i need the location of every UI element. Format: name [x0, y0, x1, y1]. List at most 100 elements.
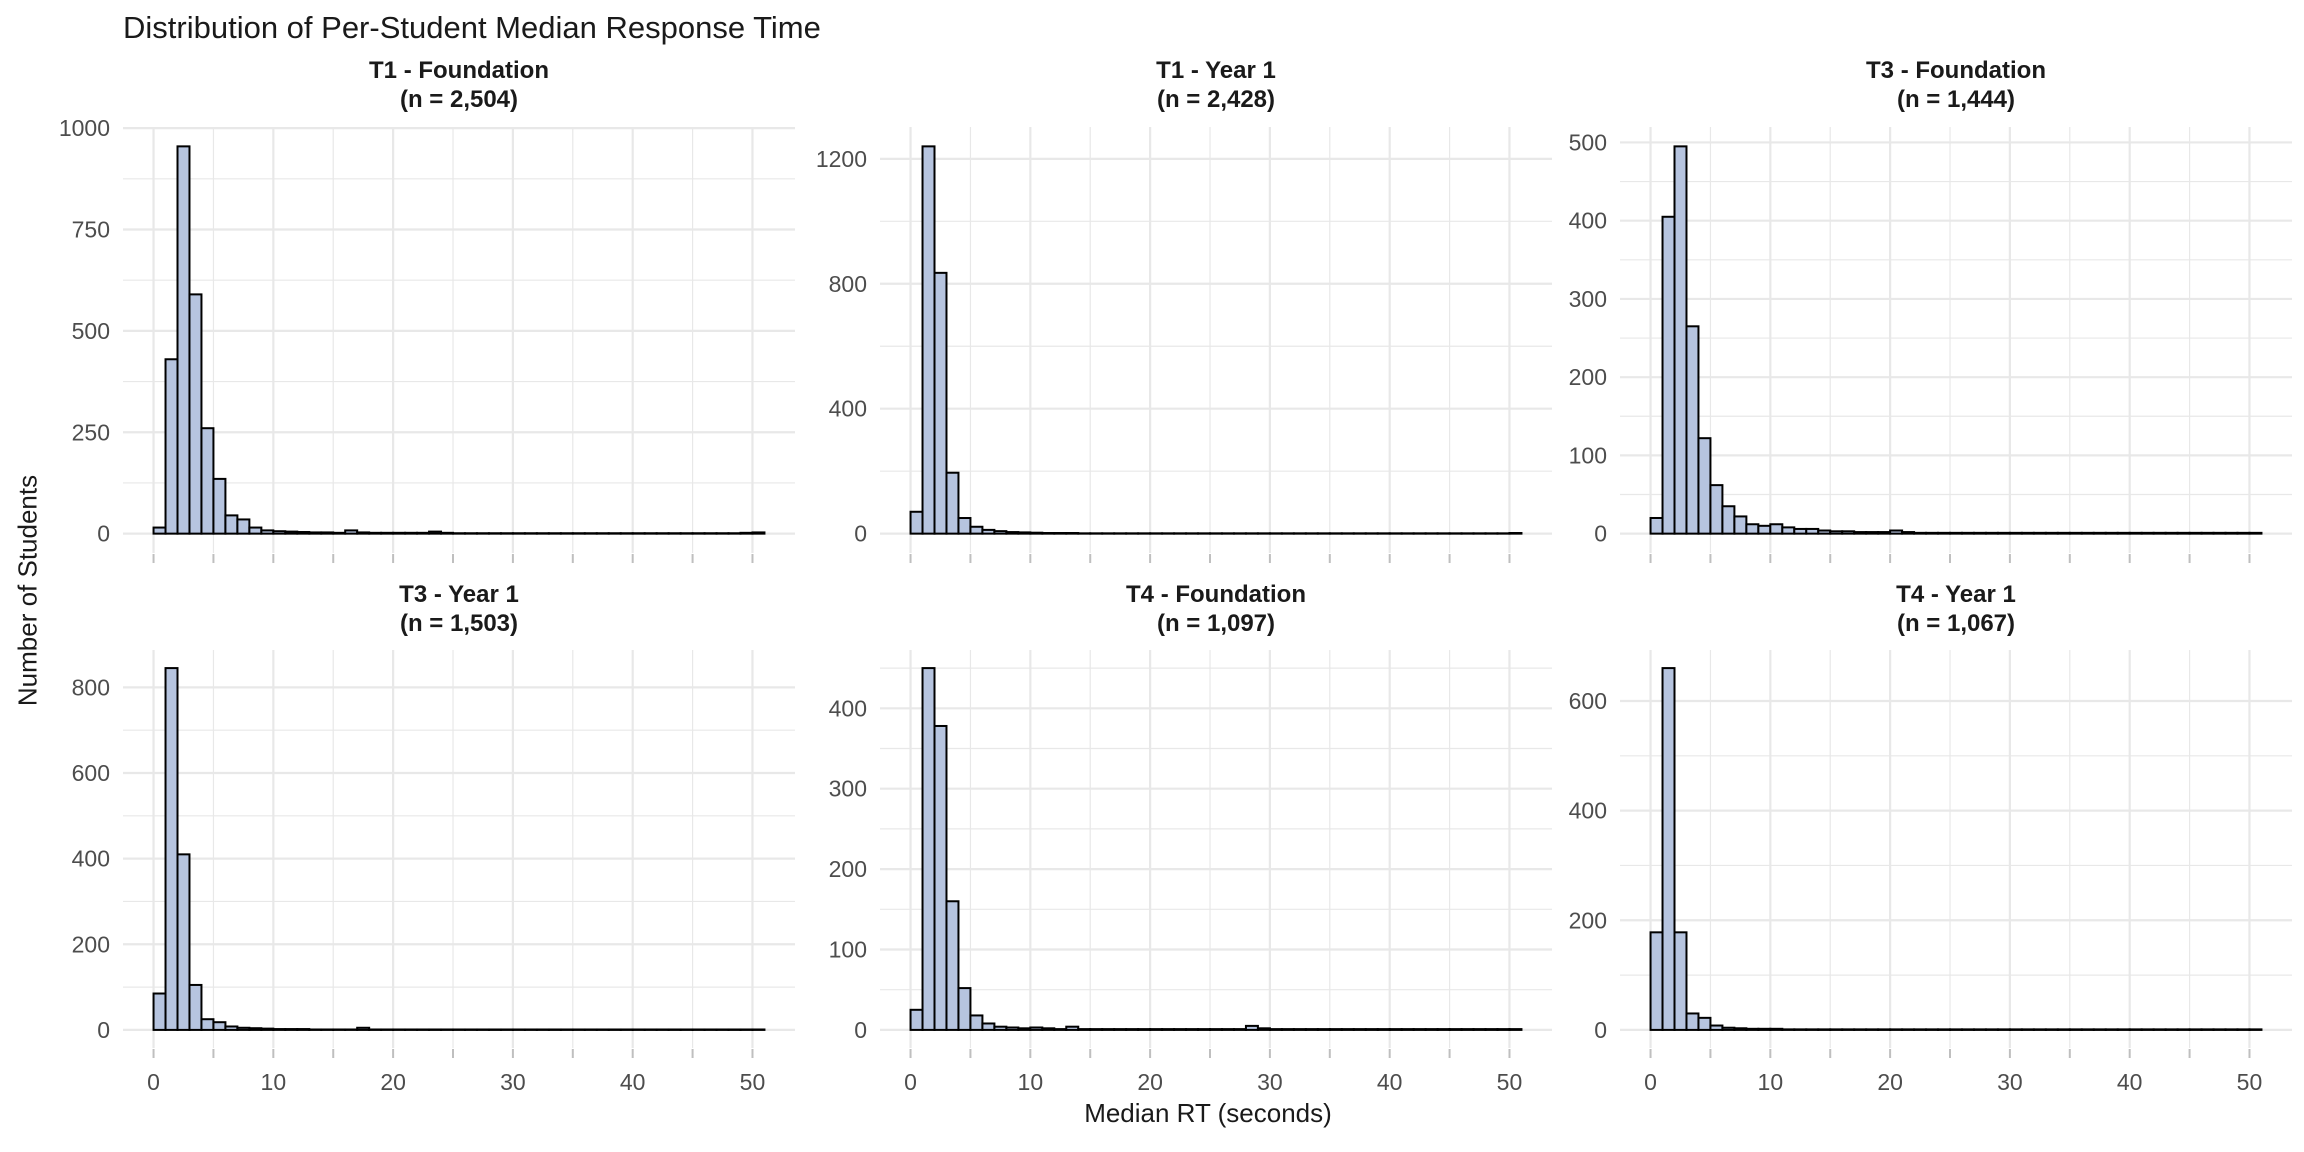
facet-title-line1: T3 - Year 1	[399, 581, 519, 608]
histogram-bar	[1673, 931, 1688, 1031]
histogram-bar	[1125, 1028, 1140, 1031]
histogram-bar	[176, 145, 191, 535]
histogram-bar	[428, 530, 443, 535]
histogram-bar	[1316, 1028, 1331, 1031]
histogram-bar	[284, 530, 299, 535]
histogram-bar	[1829, 530, 1844, 535]
y-tick-label: 1000	[59, 115, 110, 141]
facet-title-line1: T3 - Foundation	[1866, 57, 2046, 84]
histogram-bar	[236, 518, 251, 535]
histogram-bar	[2056, 1028, 2071, 1031]
histogram-bar	[1673, 145, 1688, 535]
histogram-bar	[1065, 532, 1080, 535]
histogram-bar	[1841, 1028, 1856, 1031]
histogram-bar	[2092, 1028, 2107, 1031]
facet-panel-t1-year1: 0 400 800 1200	[816, 127, 1552, 563]
histogram-bar	[224, 1025, 239, 1031]
histogram-bar	[2176, 1028, 2191, 1031]
y-tick-label: 800	[829, 271, 867, 297]
histogram-bar	[356, 531, 371, 535]
facet-title-t1-foundation: T1 - Foundation (n = 2,504)	[123, 56, 795, 114]
histogram-bar	[2008, 1028, 2023, 1031]
histogram-bar	[1352, 1028, 1367, 1031]
histogram-bar	[1925, 531, 1940, 535]
histogram-bar	[1877, 1028, 1892, 1031]
histogram-bar	[1268, 1028, 1283, 1031]
facet-panel-t4-foundation: 0 100 200 300 400 0 10 20 30 40 50	[829, 650, 1552, 1095]
y-tick-label: 800	[72, 674, 110, 700]
x-tick-label: 40	[2117, 1069, 2143, 1095]
histogram-bar	[1937, 1028, 1952, 1031]
x-tick-label: 0	[1644, 1069, 1657, 1095]
histogram-bar	[200, 1018, 215, 1031]
histogram-bar	[1685, 325, 1700, 535]
facet-panel-t3-foundation: 0 100 200 300 400 500	[1569, 127, 2292, 563]
histogram-bar	[1149, 1028, 1164, 1031]
histogram-bar	[1745, 1027, 1760, 1031]
histogram-bar	[2044, 1028, 2059, 1031]
histogram-bar	[212, 1021, 227, 1031]
y-tick-label: 500	[1569, 129, 1607, 155]
histogram-bar	[957, 517, 972, 535]
histogram-bar	[1960, 531, 1975, 535]
histogram-bar	[933, 271, 948, 535]
facet-subtitle-line2: (n = 1,503)	[399, 610, 519, 637]
histogram-bar	[1661, 215, 1676, 535]
histogram-bar	[2188, 1028, 2203, 1031]
histogram-bar	[993, 1025, 1008, 1031]
histogram-bar	[1364, 1028, 1379, 1031]
y-tick-label: 200	[1569, 364, 1607, 390]
histogram-bar	[1400, 1028, 1415, 1031]
histogram-bar	[188, 293, 203, 535]
x-tick-label: 20	[1137, 1069, 1163, 1095]
histogram-bar	[176, 853, 191, 1031]
histogram-bar	[1340, 1028, 1355, 1031]
histogram-bar	[921, 667, 936, 1031]
histogram-bar	[1089, 1028, 1104, 1031]
histogram-bar	[1065, 1025, 1080, 1031]
facet-title-line1: T4 - Year 1	[1896, 581, 2016, 608]
histogram-bar	[957, 987, 972, 1031]
histogram-bar	[981, 1022, 996, 1031]
x-tick-label: 10	[1758, 1069, 1784, 1095]
histogram-bar	[2224, 1028, 2239, 1031]
y-tick-label: 0	[1594, 521, 1607, 547]
histogram-bar	[1709, 484, 1724, 535]
histogram-bar	[1185, 1028, 1200, 1031]
histogram-bar	[404, 531, 419, 535]
y-tick-label: 100	[1569, 442, 1607, 468]
histogram-bar	[2248, 531, 2263, 535]
facet-panel-t4-year1: 0 200 400 600 0 10 20 30 40 50	[1569, 650, 2292, 1095]
histogram-bar	[236, 1026, 251, 1031]
histogram-bar	[2020, 531, 2035, 535]
histogram-bar	[1649, 516, 1664, 535]
histogram-bar	[1508, 1028, 1523, 1031]
histogram-bar	[1781, 1028, 1796, 1031]
histogram-bar	[969, 1014, 984, 1031]
histogram-bar	[2092, 531, 2107, 535]
histogram-bar	[152, 526, 167, 535]
histogram-bar	[1805, 1028, 1820, 1031]
histogram-bar	[1101, 1028, 1116, 1031]
facet-panel-t3-year1: 0 200 400 600 800 0 10 20 30 40 50	[72, 650, 795, 1095]
y-tick-label: 400	[1569, 208, 1607, 234]
y-tick-label: 400	[72, 846, 110, 872]
histogram-bar	[1960, 1028, 1975, 1031]
histogram-bar	[1472, 1028, 1487, 1031]
histogram-bar	[1005, 531, 1020, 535]
histogram-bar	[1448, 1028, 1463, 1031]
x-tick-label: 10	[261, 1069, 287, 1095]
histogram-bar	[1053, 1028, 1068, 1031]
histogram-bar	[2080, 531, 2095, 535]
histogram-bar	[296, 1028, 311, 1031]
histogram-bar	[1460, 1028, 1475, 1031]
y-tick-label: 200	[829, 856, 867, 882]
facet-title-t3-year1: T3 - Year 1 (n = 1,503)	[123, 580, 795, 638]
histogram-bar	[2176, 531, 2191, 535]
facet-title-t1-year1: T1 - Year 1 (n = 2,428)	[880, 56, 1552, 114]
x-tick-label: 40	[620, 1069, 646, 1095]
y-tick-label: 750	[72, 216, 110, 242]
histogram-bar	[1829, 1028, 1844, 1031]
histogram-bar	[1996, 1028, 2011, 1031]
